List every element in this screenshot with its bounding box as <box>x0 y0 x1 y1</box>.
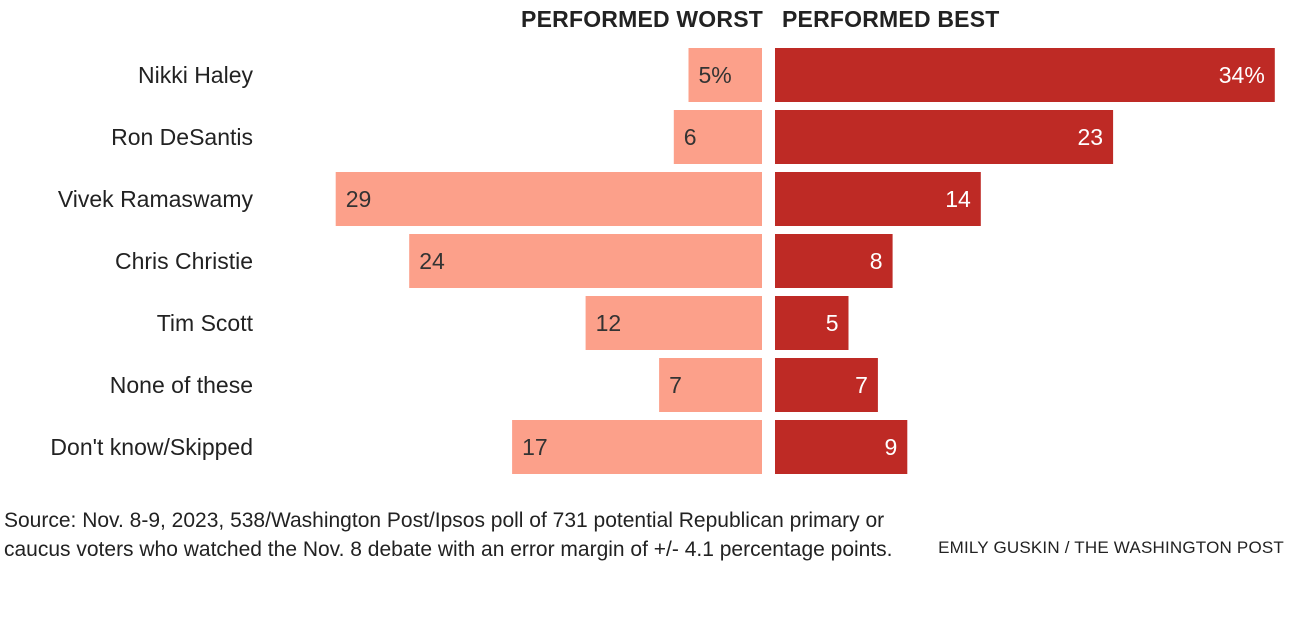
data-label-performed-worst: 24 <box>419 248 445 274</box>
category-label: Ron DeSantis <box>111 124 253 150</box>
data-label-performed-worst: 17 <box>522 434 548 460</box>
credit-line: EMILY GUSKIN / THE WASHINGTON POST <box>938 538 1284 557</box>
data-label-performed-best: 14 <box>945 186 971 212</box>
bar-performed-worst <box>585 296 762 350</box>
data-label-performed-worst: 6 <box>684 124 697 150</box>
bar-performed-worst <box>335 172 762 226</box>
data-label-performed-worst: 7 <box>669 372 682 398</box>
category-label: Don't know/Skipped <box>50 434 253 460</box>
bar-performed-worst <box>673 110 762 164</box>
bar-performed-worst <box>659 358 762 412</box>
category-label: Tim Scott <box>157 310 254 336</box>
header-performed-best: PERFORMED BEST <box>782 6 1000 32</box>
bar-performed-best <box>775 420 908 474</box>
bar-performed-best <box>775 48 1275 102</box>
data-label-performed-best: 5 <box>826 310 839 336</box>
bar-performed-worst <box>688 48 762 102</box>
data-label-performed-worst: 5% <box>699 62 732 88</box>
data-label-performed-worst: 29 <box>346 186 372 212</box>
bar-performed-best <box>775 110 1114 164</box>
category-label: None of these <box>110 372 253 398</box>
bar-performed-best <box>775 172 981 226</box>
data-label-performed-best: 34% <box>1219 62 1265 88</box>
category-label: Chris Christie <box>115 248 253 274</box>
source-note: Source: Nov. 8-9, 2023, 538/Washington P… <box>4 509 893 561</box>
bar-performed-best <box>775 234 893 288</box>
header-performed-worst: PERFORMED WORST <box>521 6 763 32</box>
bar-performed-best <box>775 296 849 350</box>
data-label-performed-best: 9 <box>885 434 898 460</box>
category-label: Nikki Haley <box>138 62 254 88</box>
data-label-performed-worst: 12 <box>596 310 622 336</box>
data-label-performed-best: 7 <box>855 372 868 398</box>
bar-performed-worst <box>409 234 762 288</box>
bar-performed-worst <box>512 420 762 474</box>
diverging-bar-chart: Nikki Haley 5% 34% Ron DeSantis 6 23 Vivek Ram… <box>50 48 1275 474</box>
bar-performed-best <box>775 358 878 412</box>
data-label-performed-best: 23 <box>1078 124 1104 150</box>
category-label: Vivek Ramaswamy <box>58 186 254 212</box>
data-label-performed-best: 8 <box>870 248 883 274</box>
